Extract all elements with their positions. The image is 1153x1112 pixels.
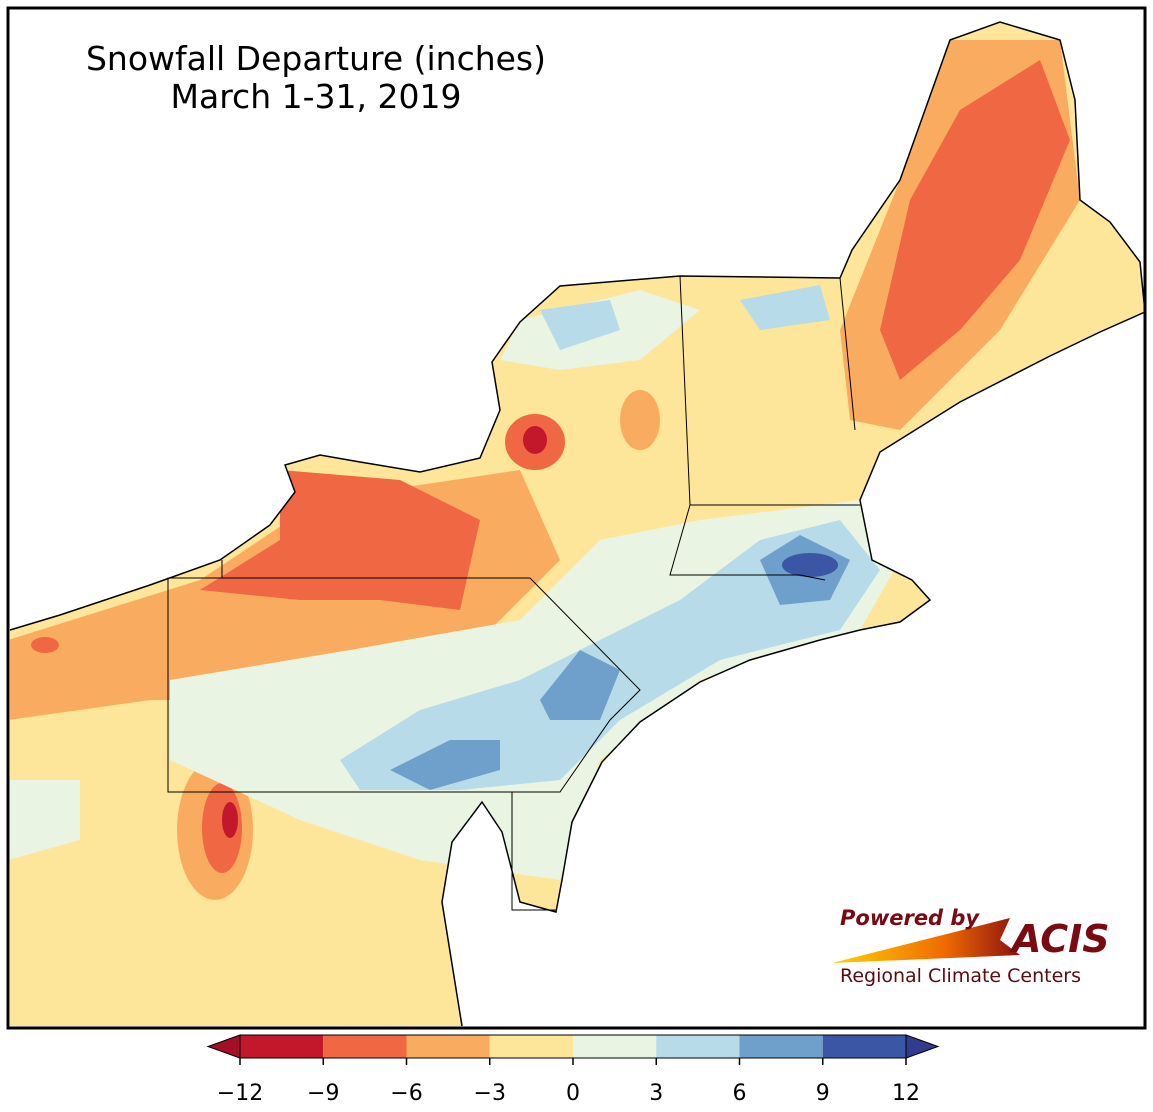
colorbar-bin <box>656 1035 740 1058</box>
colorbar-bin <box>822 1035 906 1058</box>
colorbar-bin <box>573 1035 657 1058</box>
colorbar-tick-label: −9 <box>307 1081 339 1106</box>
colorbar: −12 −9 −6 −3 0 3 6 9 12 <box>206 1034 940 1106</box>
colorbar-tick-label: −6 <box>390 1081 422 1106</box>
logo-org: Regional Climate Centers <box>840 965 1081 987</box>
colorbar-tick-label: 0 <box>566 1081 580 1106</box>
logo-powered-by: Powered by <box>840 906 980 930</box>
colorbar-bin <box>489 1035 573 1058</box>
state-borders <box>167 275 860 911</box>
logo-name: ACIS <box>1009 917 1110 961</box>
colorbar-bin <box>240 1035 324 1058</box>
colorbar-extend-high <box>905 1034 940 1059</box>
colorbar-bin <box>406 1035 490 1058</box>
colorbar-tick-label: 12 <box>892 1081 920 1106</box>
logo-swoosh <box>832 918 1020 963</box>
colorbar-tick-label: −12 <box>217 1081 263 1106</box>
map-field <box>10 22 1145 1026</box>
colorbar-bin <box>739 1035 823 1058</box>
colorbar-tick-label: −3 <box>474 1081 506 1106</box>
map-subtitle: March 1-31, 2019 <box>171 77 462 116</box>
map-title: Snowfall Departure (inches) <box>86 39 546 78</box>
coastline <box>9 21 1146 1027</box>
map-frame <box>6 6 1147 1030</box>
colorbar-tick-label: 6 <box>733 1081 747 1106</box>
colorbar-bin <box>323 1035 407 1058</box>
colorbar-tick-label: 9 <box>816 1081 830 1106</box>
acis-logo: Powered by ACIS Regional Climate Centers <box>832 906 1110 987</box>
colorbar-tick-label: 3 <box>649 1081 663 1106</box>
colorbar-extend-low <box>206 1034 241 1059</box>
